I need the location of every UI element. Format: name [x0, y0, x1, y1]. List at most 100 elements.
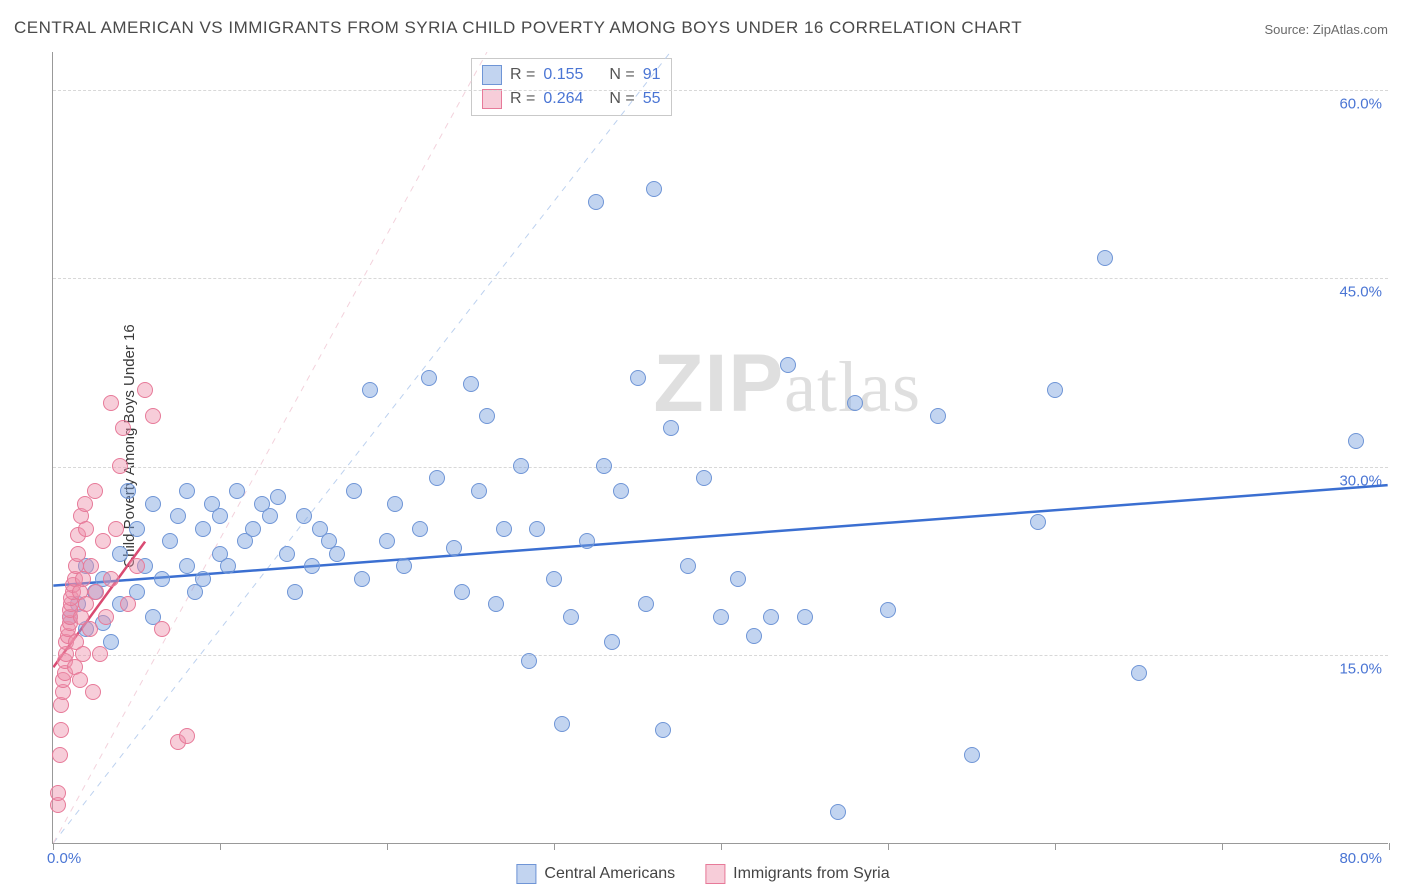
data-point — [170, 508, 186, 524]
data-point — [179, 483, 195, 499]
data-point — [120, 483, 136, 499]
y-tick-label: 15.0% — [1339, 661, 1382, 678]
swatch-series-2 — [482, 89, 502, 109]
data-point — [329, 546, 345, 562]
legend-label-1: Central Americans — [544, 865, 675, 883]
data-point — [596, 458, 612, 474]
x-tick — [1055, 843, 1056, 850]
plot-area: ZIPatlas R = 0.155 N = 91 R = 0.264 N = … — [52, 52, 1388, 844]
data-point — [429, 470, 445, 486]
data-point — [50, 785, 66, 801]
watermark-bold: ZIP — [653, 338, 784, 429]
stat-n-label-2: N = — [609, 90, 634, 108]
data-point — [88, 584, 104, 600]
x-tick — [1389, 843, 1390, 850]
data-point — [655, 722, 671, 738]
data-point — [730, 571, 746, 587]
data-point — [52, 747, 68, 763]
x-tick — [387, 843, 388, 850]
data-point — [137, 382, 153, 398]
data-point — [78, 521, 94, 537]
data-point — [229, 483, 245, 499]
watermark: ZIPatlas — [653, 337, 921, 431]
data-point — [746, 628, 762, 644]
data-point — [145, 496, 161, 512]
data-point — [797, 609, 813, 625]
x-tick — [888, 843, 889, 850]
trend-lines-layer — [53, 52, 1388, 843]
stat-n-value-2: 55 — [643, 90, 661, 108]
chart-title: CENTRAL AMERICAN VS IMMIGRANTS FROM SYRI… — [14, 18, 1022, 38]
data-point — [479, 408, 495, 424]
data-point — [103, 571, 119, 587]
data-point — [471, 483, 487, 499]
data-point — [588, 194, 604, 210]
data-point — [964, 747, 980, 763]
data-point — [103, 395, 119, 411]
data-point — [120, 596, 136, 612]
gridline-h — [53, 655, 1388, 656]
data-point — [53, 722, 69, 738]
data-point — [270, 489, 286, 505]
data-point — [880, 602, 896, 618]
gridline-h — [53, 278, 1388, 279]
source-site: ZipAtlas.com — [1313, 22, 1388, 37]
data-point — [287, 584, 303, 600]
data-point — [638, 596, 654, 612]
stat-r-label-2: R = — [510, 90, 535, 108]
data-point — [145, 408, 161, 424]
data-point — [98, 609, 114, 625]
data-point — [830, 804, 846, 820]
data-point — [129, 558, 145, 574]
data-point — [1348, 433, 1364, 449]
swatch-series-1 — [482, 65, 502, 85]
data-point — [179, 728, 195, 744]
data-point — [488, 596, 504, 612]
data-point — [304, 558, 320, 574]
x-tick — [1222, 843, 1223, 850]
data-point — [930, 408, 946, 424]
data-point — [115, 420, 131, 436]
data-point — [1131, 665, 1147, 681]
data-point — [463, 376, 479, 392]
data-point — [162, 533, 178, 549]
data-point — [354, 571, 370, 587]
data-point — [630, 370, 646, 386]
data-point — [70, 546, 86, 562]
legend-label-2: Immigrants from Syria — [733, 865, 889, 883]
data-point — [1047, 382, 1063, 398]
stat-n-value-1: 91 — [643, 66, 661, 84]
legend-swatch-1 — [516, 864, 536, 884]
data-point — [195, 571, 211, 587]
x-tick — [53, 843, 54, 850]
data-point — [546, 571, 562, 587]
x-max-label: 80.0% — [1339, 850, 1382, 867]
data-point — [112, 546, 128, 562]
data-point — [613, 483, 629, 499]
data-point — [1030, 514, 1046, 530]
x-tick — [220, 843, 221, 850]
stats-row-1: R = 0.155 N = 91 — [482, 63, 661, 87]
data-point — [72, 672, 88, 688]
data-point — [763, 609, 779, 625]
data-point — [847, 395, 863, 411]
y-tick-label: 60.0% — [1339, 95, 1382, 112]
stat-n-label-1: N = — [609, 66, 634, 84]
data-point — [563, 609, 579, 625]
data-point — [387, 496, 403, 512]
y-tick-label: 30.0% — [1339, 472, 1382, 489]
data-point — [646, 181, 662, 197]
legend-bottom: Central Americans Immigrants from Syria — [516, 864, 889, 884]
stat-r-value-2: 0.264 — [543, 90, 583, 108]
legend-item-1: Central Americans — [516, 864, 675, 884]
data-point — [1097, 250, 1113, 266]
data-point — [604, 634, 620, 650]
data-point — [780, 357, 796, 373]
data-point — [554, 716, 570, 732]
data-point — [212, 508, 228, 524]
data-point — [83, 558, 99, 574]
data-point — [112, 458, 128, 474]
data-point — [129, 521, 145, 537]
data-point — [446, 540, 462, 556]
data-point — [103, 634, 119, 650]
